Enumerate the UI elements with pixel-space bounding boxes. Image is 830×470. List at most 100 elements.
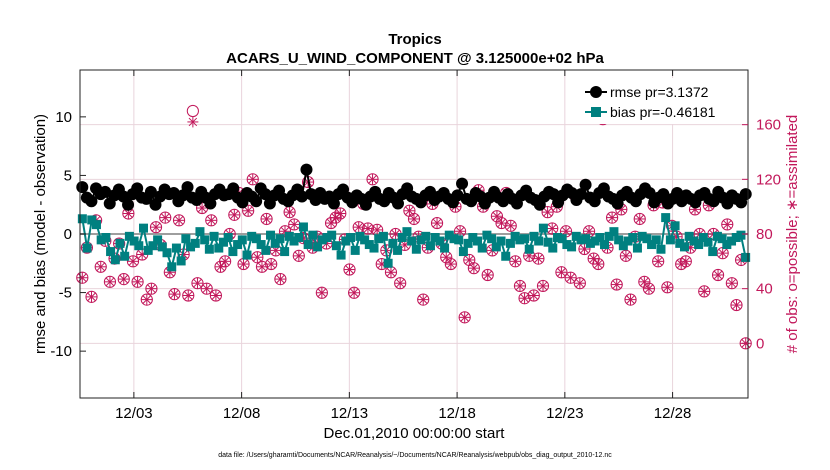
bias-point: [552, 233, 562, 243]
assimilated-obs-point: [86, 291, 98, 303]
bias-point: [647, 240, 657, 250]
rmse-point: [451, 189, 464, 202]
y-tick-label-right: 0: [756, 335, 764, 352]
bias-point: [538, 223, 548, 233]
assimilated-obs-point: [385, 266, 397, 278]
asterisk-stroke: [317, 288, 327, 298]
asterisk-stroke: [621, 251, 631, 261]
assimilated-obs-point: [463, 254, 475, 266]
assimilated-obs-point: [519, 292, 531, 304]
bias-point: [416, 235, 426, 245]
assimilated-obs-point: [482, 269, 494, 281]
asterisk-stroke: [391, 229, 400, 239]
asterisk-stroke: [727, 278, 737, 288]
bias-point: [237, 235, 247, 245]
asterisk-stroke: [349, 288, 359, 298]
bias-point: [632, 243, 642, 253]
bias-point: [614, 235, 624, 245]
asterisk-stroke: [124, 209, 133, 218]
bias-point: [77, 214, 87, 224]
asterisk-stroke: [294, 251, 304, 261]
asterisk-stroke: [681, 257, 691, 266]
bias-point: [637, 231, 647, 241]
bias-point: [421, 231, 431, 241]
rmse-point: [707, 195, 720, 208]
legend: rmse pr=3.1372 bias pr=-0.46181: [580, 78, 742, 124]
asterisk-stroke: [147, 284, 156, 293]
assimilated-obs-point: [440, 251, 452, 263]
asterisk-stroke: [202, 284, 211, 293]
rmse-point: [236, 196, 249, 209]
assimilated-obs-point: [127, 255, 139, 267]
bias-point: [345, 233, 355, 243]
asterisk-stroke: [239, 259, 248, 269]
bias-point: [543, 237, 553, 247]
possible-obs-point: [315, 286, 328, 299]
rmse-point: [327, 197, 340, 210]
assimilated-obs-point: [643, 283, 655, 295]
assimilated-obs-point: [546, 223, 558, 235]
possible-obs-point: [394, 277, 407, 290]
assimilated-obs-point: [362, 223, 374, 235]
possible-obs-point: [343, 263, 356, 276]
possible-obs-point: [536, 279, 550, 293]
bias-point: [727, 236, 737, 246]
assimilated-obs-point: [219, 255, 231, 267]
bias-point: [717, 234, 727, 244]
assimilated-obs-point: [496, 217, 508, 229]
legend-rmse-marker: [590, 86, 602, 98]
asterisk-stroke: [409, 214, 419, 224]
rmse-point: [300, 163, 313, 176]
asterisk-stroke: [653, 257, 663, 266]
bias-point: [534, 236, 544, 246]
asterisk-stroke: [442, 252, 451, 262]
bias-point: [336, 250, 346, 260]
asterisk-stroke: [589, 254, 598, 263]
possible-obs-point: [76, 271, 89, 284]
asterisk-stroke: [105, 277, 115, 287]
bias-point: [261, 245, 271, 255]
possible-obs-point: [698, 285, 711, 298]
possible-obs-point: [255, 260, 269, 273]
assimilated-obs-point: [403, 205, 415, 217]
possible-obs-point: [679, 255, 692, 268]
possible-obs-point: [200, 282, 213, 295]
asterisk-stroke: [465, 255, 474, 265]
asterisk-stroke: [253, 252, 262, 262]
bias-point: [181, 234, 191, 244]
bias-point: [256, 240, 266, 250]
asterisk-stroke: [248, 175, 257, 184]
asterisk-stroke: [538, 281, 548, 291]
bias-point: [600, 240, 610, 250]
assimilated-obs-point: [505, 220, 517, 232]
assimilated-obs-point: [205, 214, 217, 226]
bias-point: [115, 238, 125, 248]
possible-obs-point: [661, 281, 674, 294]
asterisk-stroke: [547, 224, 557, 233]
bias-point: [388, 238, 398, 248]
assimilated-obs-point: [537, 280, 549, 292]
asterisk-stroke: [197, 203, 207, 213]
possible-obs-point: [573, 277, 586, 290]
bias-point: [308, 230, 318, 240]
legend-box: [580, 78, 742, 124]
rmse-point: [295, 190, 308, 203]
bias-point: [341, 236, 351, 246]
asterisk-stroke: [432, 218, 442, 228]
possible-obs-point: [126, 255, 140, 268]
possible-obs-point: [265, 257, 278, 271]
possible-obs-point: [361, 222, 375, 235]
possible-obs-point: [417, 293, 430, 306]
asterisk-stroke: [663, 283, 672, 292]
asterisk-stroke: [543, 207, 552, 217]
assimilated-obs-point: [265, 258, 277, 270]
asterisk-stroke: [266, 259, 276, 269]
bias-point: [651, 235, 661, 245]
y-tick-label-left: -5: [59, 285, 72, 302]
bias-point: [289, 236, 299, 246]
asterisk-stroke: [285, 207, 294, 217]
asterisk-stroke: [492, 211, 502, 221]
asterisk-stroke: [230, 210, 239, 220]
bias-point: [134, 241, 144, 251]
